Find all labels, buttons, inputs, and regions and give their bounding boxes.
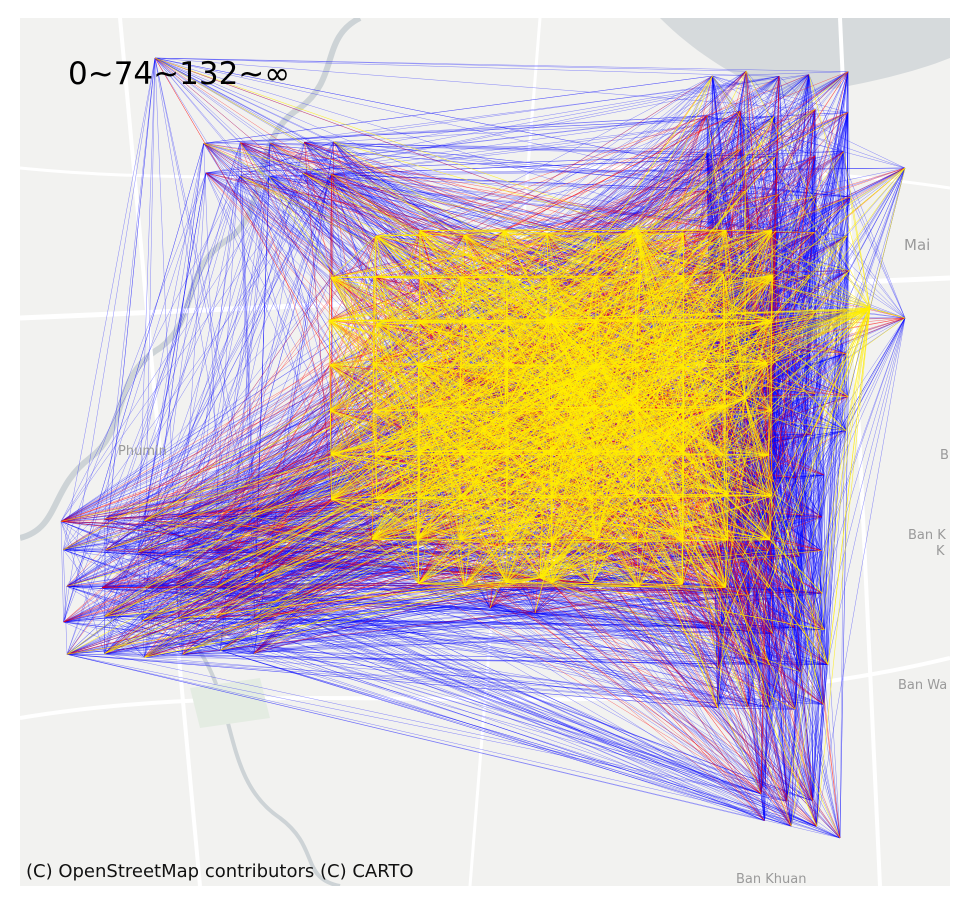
place-label-phumin: Phumin [118,444,167,459]
legend-thresholds: 0~74~132~∞ [68,56,291,92]
place-label-mai: Mai [904,236,931,254]
place-label-ban-khuan: Ban Khuan [736,872,807,886]
place-label-ban-k: Ban K [908,528,946,543]
road [20,165,950,190]
flow-edges-high [60,57,906,839]
map-attribution: (C) OpenStreetMap contributors (C) CARTO [26,861,414,882]
basemap-layer [20,18,950,886]
flow-network-map[interactable] [20,18,950,886]
water-body [660,18,950,98]
place-label-k: K [936,544,945,559]
river-2 [188,636,341,886]
map-frame[interactable]: Mai Phumin B Ban K K Ban Wa Ban Khuan 0~… [20,18,950,886]
park [190,678,270,728]
road [838,18,882,886]
road [20,656,950,720]
river [20,18,362,541]
road [118,18,202,886]
place-label-b: B [940,448,949,463]
place-label-ban-wa: Ban Wa [898,678,948,693]
